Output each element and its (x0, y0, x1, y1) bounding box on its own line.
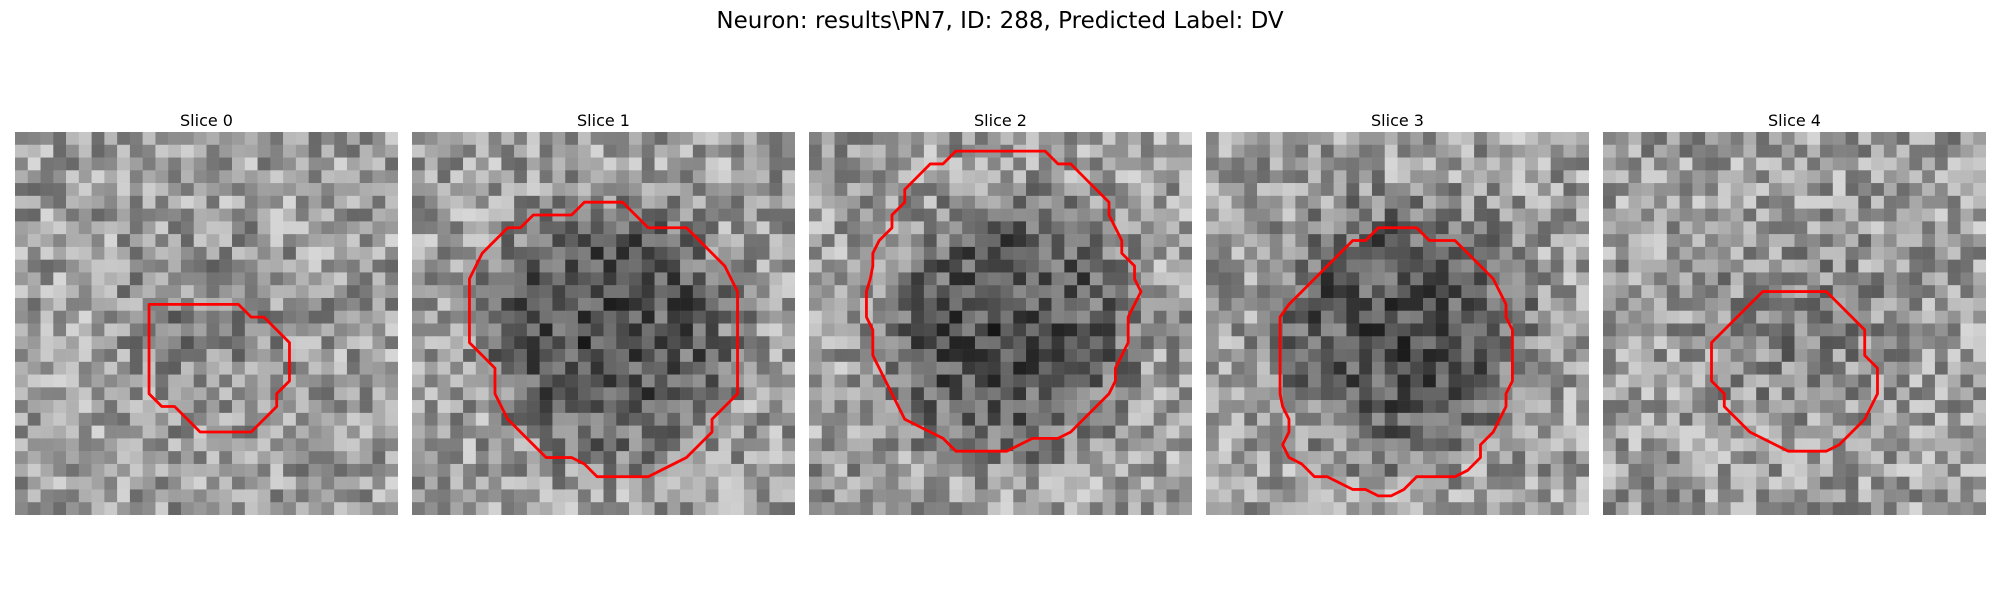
slice-title: Slice 3 (1371, 111, 1424, 130)
slice-panel-1: Slice 1 (412, 110, 795, 515)
roi-contour (147, 302, 291, 434)
slice-image-1 (412, 132, 795, 515)
roi-contour (468, 200, 739, 479)
slice-title: Slice 1 (577, 111, 630, 130)
slice-title: Slice 0 (180, 111, 233, 130)
slice-title: Slice 2 (974, 111, 1027, 130)
roi-contour (1710, 290, 1879, 453)
slice-panel-4: Slice 4 (1603, 110, 1986, 515)
slice-panel-0: Slice 0 (15, 110, 398, 515)
slice-panel-3: Slice 3 (1206, 110, 1589, 515)
roi-contour (865, 149, 1143, 453)
slice-image-0 (15, 132, 398, 515)
grayscale-pixels (809, 132, 1192, 515)
slice-image-4 (1603, 132, 1986, 515)
slice-title: Slice 4 (1768, 111, 1821, 130)
slice-image-2 (809, 132, 1192, 515)
roi-contour (1278, 226, 1514, 498)
slice-panel-2: Slice 2 (809, 110, 1192, 515)
figure-title: Neuron: results\PN7, ID: 288, Predicted … (716, 8, 1284, 34)
grayscale-pixels (412, 132, 795, 515)
grayscale-pixels (15, 132, 398, 515)
grayscale-pixels (1206, 132, 1589, 515)
slice-image-3 (1206, 132, 1589, 515)
grayscale-pixels (1603, 132, 1986, 515)
